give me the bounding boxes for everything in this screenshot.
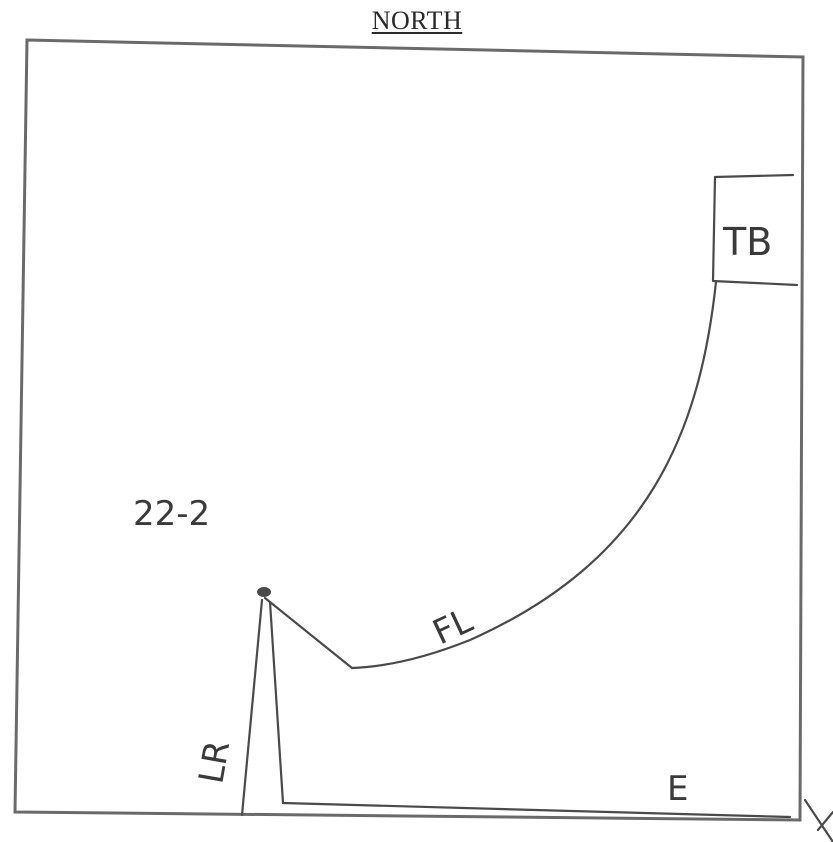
e-label: E	[667, 769, 688, 809]
lr-line-right	[268, 600, 285, 805]
point-22-2-dot	[257, 587, 271, 597]
peak-connector	[263, 596, 354, 670]
point-label: 22-2	[133, 494, 210, 534]
tb-label: TB	[722, 220, 772, 264]
lr-line-left	[240, 598, 264, 817]
lr-label: LR	[191, 738, 238, 787]
fl-label: FL	[427, 601, 479, 654]
north-heading: NORTH	[371, 6, 463, 35]
diagram-frame	[13, 38, 805, 822]
e-line	[281, 801, 792, 819]
fl-curve	[350, 280, 718, 670]
tb-box	[711, 173, 799, 287]
corner-x-mark	[803, 798, 833, 842]
